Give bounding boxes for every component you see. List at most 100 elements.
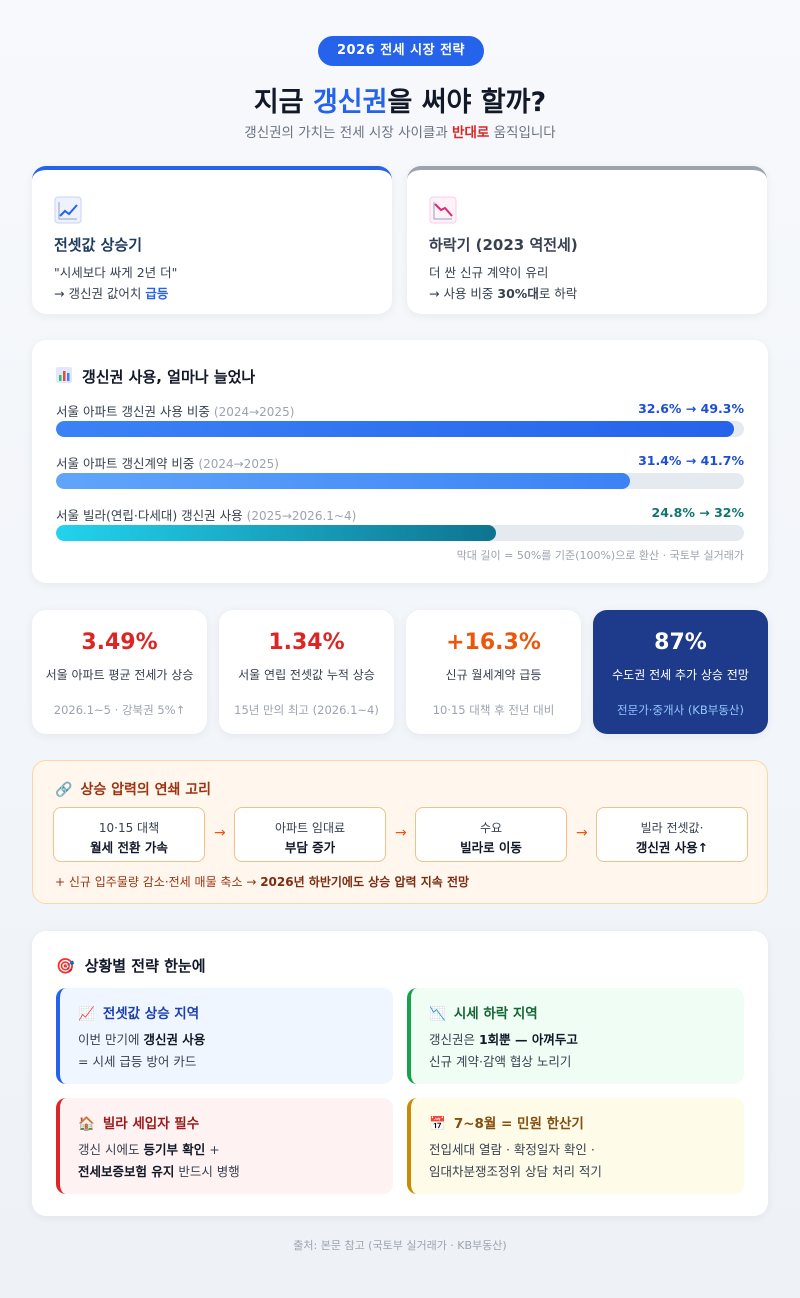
chart-down-icon — [429, 196, 457, 224]
chain-step: 빌라 전셋값· 갱신권 사용↑ — [596, 807, 748, 862]
box-line: 갱신권은 1회뿐 — 아껴두고 — [429, 1029, 578, 1048]
box-title: 📈 전셋값 상승 지역 — [78, 1002, 199, 1022]
chart-up-icon: 📈 — [78, 1006, 95, 1022]
box-line: 갱신 시에도 등기부 확인 + — [78, 1139, 220, 1158]
page-title: 지금 갱신권을 써야 할까? — [32, 80, 768, 119]
box-title-text: 빌라 세입자 필수 — [102, 1116, 200, 1132]
box-title-text: 7~8월 = 민원 한산기 — [453, 1116, 584, 1132]
target-icon: 🎯 — [56, 957, 75, 975]
strategy-title-text: 상황별 전략 한눈에 — [84, 957, 206, 975]
box-text: 갱신권은 — [429, 1032, 479, 1047]
box-title: 📉 시세 하락 지역 — [429, 1002, 538, 1022]
step-bottom: 부담 증가 — [284, 840, 336, 855]
stat-value: 3.49% — [81, 630, 158, 655]
bar-chart-icon — [56, 367, 72, 383]
title-highlight: 갱신권 — [312, 87, 388, 118]
stat-card: +16.3% 신규 월세계약 급등 10·15 대책 후 전년 대비 — [406, 610, 581, 734]
usage-row-label: 서울 아파트 갱신권 사용 비중 (2024→2025) — [56, 401, 294, 420]
row-period: (2024→2025) — [213, 405, 295, 419]
strategy-box: 📉 시세 하락 지역 갱신권은 1회뿐 — 아껴두고 신규 계약·감액 협상 노리… — [407, 988, 744, 1084]
phase-line: → 갱신권 값어치 급등 — [54, 283, 168, 302]
stat-desc: 신규 월세계약 급등 — [445, 668, 542, 682]
step-bottom: 빌라로 이동 — [460, 840, 522, 855]
strategy-card: 🎯 상황별 전략 한눈에 📈 전셋값 상승 지역 이번 만기에 갱신권 사용 = 시… — [32, 931, 768, 1216]
step-top: 아파트 임대료 — [274, 821, 346, 835]
arrow-right-icon: → — [395, 825, 407, 841]
row-period: (2025→2026.1~4) — [246, 509, 357, 523]
chain-step: 10·15 대책 월세 전환 가속 — [53, 807, 205, 862]
calendar-icon: 📅 — [429, 1116, 446, 1132]
stat-sub: 15년 만의 최고 (2026.1~4) — [234, 703, 379, 717]
phase-card-falling: 하락기 (2023 역전세) 더 싼 신규 계약이 유리 → 사용 비중 30%… — [407, 166, 767, 314]
chain-step: 아파트 임대료 부담 증가 — [234, 807, 386, 862]
usage-bar-fill — [56, 421, 735, 437]
phase-text: → 사용 비중 — [429, 286, 498, 301]
usage-note: 막대 길이 = 50%를 기준(100%)으로 환산 · 국토부 실거래가 — [456, 549, 744, 562]
usage-bar-track — [56, 421, 744, 437]
box-title-text: 시세 하락 지역 — [453, 1006, 538, 1022]
link-icon: 🔗 — [55, 782, 73, 798]
box-emphasis: 1회뿐 — 아껴두고 — [478, 1032, 578, 1047]
chain-title-text: 상승 압력의 연쇄 고리 — [80, 782, 211, 798]
usage-bar-fill — [56, 473, 630, 489]
phase-text: → 갱신권 값어치 — [54, 286, 146, 301]
stat-sub: 10·15 대책 후 전년 대비 — [432, 703, 555, 717]
stat-desc: 서울 연립 전셋값 누적 상승 — [238, 668, 375, 682]
phase-title: 전셋값 상승기 — [54, 236, 143, 254]
stat-sub: 전문가·중개사 (KB부동산) — [617, 703, 744, 717]
box-text: 이번 만기에 — [78, 1032, 144, 1047]
usage-row-label: 서울 빌라(연립·다세대) 갱신권 사용 (2025→2026.1~4) — [56, 505, 356, 524]
chart-up-icon — [54, 196, 82, 224]
subtitle-highlight: 반대로 — [452, 125, 490, 141]
stat-sub: 2026.1~5 · 강북권 5%↑ — [53, 703, 186, 717]
step-top: 빌라 전셋값· — [640, 821, 704, 835]
usage-title-text: 갱신권 사용, 얼마나 늘었나 — [82, 368, 256, 386]
stat-card: 1.34% 서울 연립 전셋값 누적 상승 15년 만의 최고 (2026.1~… — [219, 610, 394, 734]
stat-value: 87% — [654, 630, 707, 655]
usage-row-value: 31.4% → 41.7% — [638, 453, 744, 468]
strategy-box: 🏠 빌라 세입자 필수 갱신 시에도 등기부 확인 + 전세보증보험 유지 반드시… — [56, 1098, 393, 1194]
box-line: 전세보증보험 유지 반드시 병행 — [78, 1161, 240, 1180]
box-text: + — [205, 1142, 220, 1157]
box-line: 신규 계약·감액 협상 노리기 — [429, 1054, 572, 1069]
foot-text: + 신규 입주물량 감소·전세 매물 축소 → — [55, 875, 261, 889]
chain-title: 🔗 상승 압력의 연쇄 고리 — [55, 779, 211, 799]
step-bottom: 갱신권 사용↑ — [635, 840, 709, 855]
step-bottom: 월세 전환 가속 — [90, 840, 168, 855]
chart-down-icon: 📉 — [429, 1006, 446, 1022]
step-top: 수요 — [479, 821, 503, 835]
stat-desc: 수도권 전세 추가 상승 전망 — [612, 668, 749, 682]
stat-desc: 서울 아파트 평균 전세가 상승 — [45, 668, 194, 682]
box-emphasis: 전세보증보험 유지 — [78, 1164, 175, 1179]
arrow-right-icon: → — [576, 825, 588, 841]
house-icon: 🏠 — [78, 1116, 95, 1132]
phase-emphasis: 30%대 — [497, 286, 539, 301]
title-part: 을 써야 할까? — [387, 87, 547, 118]
chain-card: 🔗 상승 압력의 연쇄 고리 10·15 대책 월세 전환 가속 → 아파트 임대… — [32, 760, 768, 904]
phase-title: 하락기 (2023 역전세) — [429, 236, 578, 254]
usage-bar-fill — [56, 525, 497, 541]
phase-line: "시세보다 싸게 2년 더" — [54, 265, 178, 280]
chain-step: 수요 빌라로 이동 — [415, 807, 567, 862]
box-line: 전입세대 열람 · 확정일자 확인 · — [429, 1142, 595, 1157]
box-emphasis: 갱신권 사용 — [143, 1032, 206, 1047]
usage-row-label: 서울 아파트 갱신계약 비중 (2024→2025) — [56, 453, 279, 472]
usage-card: 갱신권 사용, 얼마나 늘었나 서울 아파트 갱신권 사용 비중 (2024→2… — [32, 340, 768, 583]
usage-title: 갱신권 사용, 얼마나 늘었나 — [56, 366, 255, 387]
subtitle-part: 갱신권의 가치는 전세 시장 사이클과 — [244, 125, 453, 141]
stat-card: 3.49% 서울 아파트 평균 전세가 상승 2026.1~5 · 강북권 5%… — [32, 610, 207, 734]
usage-row-value: 32.6% → 49.3% — [638, 401, 744, 416]
box-title: 📅 7~8월 = 민원 한산기 — [429, 1112, 584, 1132]
row-label-text: 서울 빌라(연립·다세대) 갱신권 사용 — [56, 508, 243, 523]
phase-line: 더 싼 신규 계약이 유리 — [429, 265, 549, 280]
strategy-box: 📈 전셋값 상승 지역 이번 만기에 갱신권 사용 = 시세 급등 방어 카드 — [56, 988, 393, 1084]
subtitle-part: 움직입니다 — [489, 125, 556, 141]
chain-footnote: + 신규 입주물량 감소·전세 매물 축소 → 2026년 하반기에도 상승 압… — [55, 873, 469, 890]
row-label-text: 서울 아파트 갱신계약 비중 — [56, 456, 195, 471]
box-line: 이번 만기에 갱신권 사용 — [78, 1029, 205, 1048]
page-subtitle: 갱신권의 가치는 전세 시장 사이클과 반대로 움직입니다 — [32, 121, 768, 141]
phase-line: → 사용 비중 30%대로 하락 — [429, 283, 577, 302]
box-title-text: 전셋값 상승 지역 — [102, 1006, 200, 1022]
header-badge: 2026 전세 시장 전략 — [318, 36, 484, 66]
strategy-title: 🎯 상황별 전략 한눈에 — [56, 955, 206, 976]
